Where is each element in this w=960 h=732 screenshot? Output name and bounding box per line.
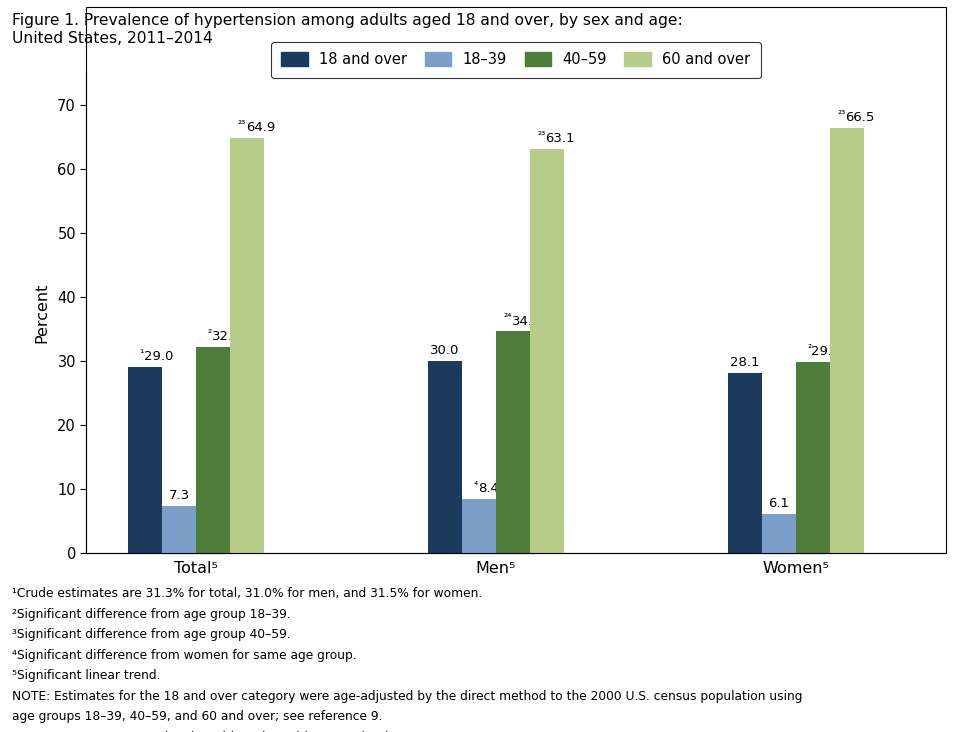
Text: 6.1: 6.1 xyxy=(768,497,789,509)
Bar xyxy=(428,361,462,553)
Text: SOURCE: CDC/NCHS, National Health and Nutrition Examination Survey, 2011–2014.: SOURCE: CDC/NCHS, National Health and Nu… xyxy=(12,731,529,732)
Bar xyxy=(162,506,196,553)
Text: ¹Crude estimates are 31.3% for total, 31.0% for men, and 31.5% for women.: ¹Crude estimates are 31.3% for total, 31… xyxy=(12,587,482,600)
Text: United States, 2011–2014: United States, 2011–2014 xyxy=(12,31,212,46)
Text: ⁵Significant linear trend.: ⁵Significant linear trend. xyxy=(12,669,160,682)
Text: 34.6: 34.6 xyxy=(512,315,541,328)
Text: 30.0: 30.0 xyxy=(430,344,460,357)
Bar xyxy=(496,332,530,553)
Text: ²³: ²³ xyxy=(538,131,545,141)
Text: ²⁴: ²⁴ xyxy=(503,313,512,324)
Text: ³Significant difference from age group 40–59.: ³Significant difference from age group 4… xyxy=(12,628,290,641)
Text: ⁴: ⁴ xyxy=(473,481,478,491)
Y-axis label: Percent: Percent xyxy=(34,283,49,343)
Text: ²Significant difference from age group 18–39.: ²Significant difference from age group 1… xyxy=(12,608,290,621)
Bar xyxy=(129,367,162,553)
Text: Figure 1. Prevalence of hypertension among adults aged 18 and over, by sex and a: Figure 1. Prevalence of hypertension amo… xyxy=(12,13,683,28)
Bar xyxy=(728,373,762,553)
Text: ²: ² xyxy=(207,329,212,339)
Text: 66.5: 66.5 xyxy=(846,111,875,124)
Text: age groups 18–39, 40–59, and 60 and over; see reference 9.: age groups 18–39, 40–59, and 60 and over… xyxy=(12,710,382,723)
Text: ⁴Significant difference from women for same age group.: ⁴Significant difference from women for s… xyxy=(12,649,356,662)
Bar xyxy=(196,347,230,553)
Text: NOTE: Estimates for the 18 and over category were age-adjusted by the direct met: NOTE: Estimates for the 18 and over cate… xyxy=(12,690,802,703)
Text: ¹: ¹ xyxy=(140,349,144,359)
Text: ²³: ²³ xyxy=(238,120,246,130)
Bar xyxy=(829,127,864,553)
Text: 29.9: 29.9 xyxy=(811,345,841,358)
Bar xyxy=(762,514,796,553)
Bar xyxy=(530,149,564,553)
Text: ²³: ²³ xyxy=(837,110,846,119)
Bar xyxy=(462,499,496,553)
Legend: 18 and over, 18–39, 40–59, 60 and over: 18 and over, 18–39, 40–59, 60 and over xyxy=(272,42,760,78)
Text: 7.3: 7.3 xyxy=(169,489,190,502)
Text: ²: ² xyxy=(807,343,811,354)
Text: 32.2: 32.2 xyxy=(212,330,242,343)
Text: 29.0: 29.0 xyxy=(144,351,174,363)
Text: 8.4: 8.4 xyxy=(478,482,498,495)
Text: 64.9: 64.9 xyxy=(246,121,276,134)
Text: 28.1: 28.1 xyxy=(730,356,759,369)
Text: 63.1: 63.1 xyxy=(545,132,575,146)
Bar xyxy=(796,362,829,553)
Bar xyxy=(230,138,264,553)
